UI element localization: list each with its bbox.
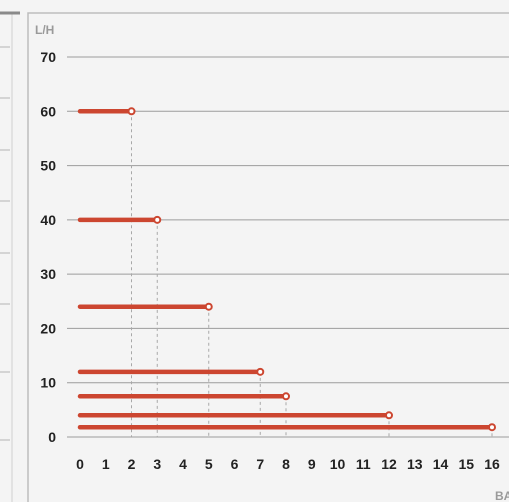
- x-tick-label-6: 6: [231, 456, 239, 472]
- x-tick-label-0: 0: [76, 456, 84, 472]
- y-tick-label-20: 20: [40, 320, 56, 336]
- x-tick-label-15: 15: [458, 456, 474, 472]
- y-tick-labels: 0 10 20 30 40 50 60 70: [40, 49, 56, 445]
- y-tick-label-70: 70: [40, 49, 56, 65]
- y-tick-label-50: 50: [40, 158, 56, 174]
- series-end-point-4: [282, 392, 290, 401]
- x-tick-label-9: 9: [308, 456, 316, 472]
- y-tick-label-10: 10: [40, 375, 56, 391]
- x-tick-label-1: 1: [102, 456, 110, 472]
- x-tick-labels: 0 1 2 3 4 5 6 7 8 9 10 11 12 13 14 15 16: [76, 456, 500, 472]
- x-tick-label-5: 5: [205, 456, 213, 472]
- series-group: [77, 107, 496, 432]
- series-end-point-2: [204, 302, 213, 311]
- chart-frame: [27, 12, 509, 502]
- y-tick-label-60: 60: [40, 103, 56, 119]
- y-tick-label-0: 0: [48, 429, 56, 445]
- x-tick-label-10: 10: [330, 456, 346, 472]
- series-end-point-3: [256, 367, 265, 376]
- x-tick-label-13: 13: [407, 456, 423, 472]
- x-tick-label-12: 12: [381, 456, 397, 472]
- x-tick-label-8: 8: [282, 456, 290, 472]
- series-end-point-5: [385, 411, 393, 420]
- y-tick-label-40: 40: [40, 212, 56, 228]
- series-end-point-0: [127, 107, 136, 116]
- x-tick-label-7: 7: [256, 456, 264, 472]
- x-tick-label-11: 11: [356, 456, 371, 472]
- x-tick-label-16: 16: [484, 456, 500, 472]
- series-end-point-1: [153, 215, 162, 224]
- y-tick-label-30: 30: [40, 266, 56, 282]
- x-tick-label-3: 3: [153, 456, 161, 472]
- series-end-point-6: [488, 423, 496, 432]
- left-panel-edge: [0, 11, 20, 502]
- grid-lines: [67, 56, 509, 438]
- x-tick-label-2: 2: [128, 456, 136, 472]
- x-tick-label-14: 14: [433, 456, 449, 472]
- x-tick-label-4: 4: [179, 456, 187, 472]
- x-axis-label: BAR: [495, 489, 509, 502]
- y-axis-label: L/H: [35, 23, 54, 37]
